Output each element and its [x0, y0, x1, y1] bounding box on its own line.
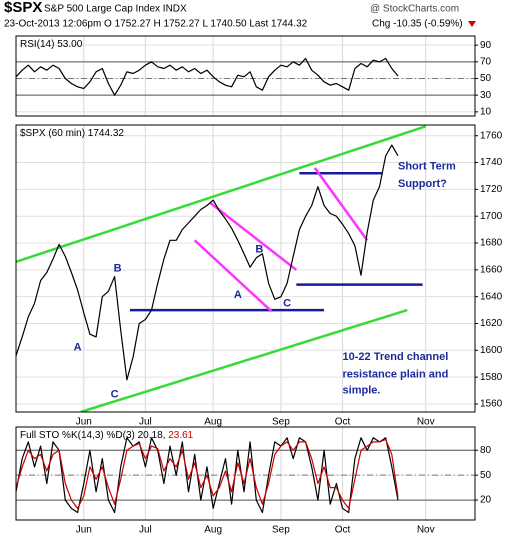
plot-area	[16, 36, 475, 116]
x-tick-label: Jun	[76, 525, 92, 536]
panel-label-text: Full STO %K(14,3) %D(3) 20.18,	[20, 430, 165, 441]
y-tick-label: 50	[480, 73, 492, 84]
y-tick-label: 1700	[480, 211, 503, 222]
x-tick-label: Oct	[335, 417, 351, 428]
annotation: 10-22 Trend channel	[343, 351, 449, 363]
y-tick-label: 1660	[480, 264, 503, 275]
y-tick-label: 1620	[480, 318, 503, 329]
y-tick-label: 50	[480, 470, 492, 481]
y-tick-label: 70	[480, 56, 492, 67]
instrument-name: S&P 500 Large Cap Index INDX	[44, 4, 187, 15]
y-tick-label: 1680	[480, 238, 503, 249]
x-tick-label: Aug	[204, 417, 222, 428]
y-tick-label: 80	[480, 445, 492, 456]
panel-label: RSI(14) 53.00	[20, 39, 83, 50]
y-tick-label: 1560	[480, 399, 503, 410]
panel-label-d: 23.61	[168, 430, 193, 441]
change-down-icon	[468, 21, 476, 27]
annotation: resistance plain and	[343, 368, 449, 380]
plot-area	[16, 125, 475, 412]
y-tick-label: 10	[480, 106, 492, 117]
y-tick-label: 1740	[480, 157, 503, 168]
x-tick-label: Sep	[272, 417, 290, 428]
x-tick-label: Aug	[204, 525, 222, 536]
trend-line	[313, 167, 369, 242]
y-tick-label: 20	[480, 495, 492, 506]
annotation: C	[283, 297, 291, 309]
trend-line	[209, 201, 298, 271]
series-line	[16, 144, 399, 381]
annotation: simple.	[343, 384, 381, 396]
annotation: Short Term	[398, 160, 456, 172]
panel-label: Full STO %K(14,3) %D(3) 20.18, 23.61	[20, 430, 194, 441]
x-tick-label: Jun	[76, 417, 92, 428]
trend-line	[80, 308, 408, 412]
trend-line	[16, 125, 427, 263]
x-tick-label: Sep	[272, 525, 290, 536]
panel-label-text: RSI(14) 53.00	[20, 39, 83, 50]
annotation: C	[111, 388, 119, 400]
panel-frame	[15, 426, 476, 521]
series-line	[16, 57, 399, 96]
x-tick-label: Jul	[139, 417, 152, 428]
panel-background	[16, 125, 475, 412]
y-tick-label: 1720	[480, 184, 503, 195]
trend-line	[193, 239, 273, 313]
quote: 23-Oct-2013 12:06pm O 1752.27 H 1752.27 …	[4, 19, 308, 30]
panel-background	[16, 427, 475, 520]
symbol: $SPX	[4, 0, 42, 16]
annotation: A	[74, 342, 82, 354]
y-tick-label: 1600	[480, 345, 503, 356]
annotation: A	[234, 289, 242, 301]
series-line	[16, 438, 399, 509]
plot-area	[16, 427, 475, 520]
panel-label-text: $SPX (60 min) 1744.32	[20, 128, 124, 139]
panel-frame	[15, 124, 476, 413]
x-tick-label: Nov	[417, 525, 435, 536]
y-tick-label: 1760	[480, 130, 503, 141]
credit: @ StockCharts.com	[370, 4, 459, 15]
series-line	[16, 437, 399, 514]
x-tick-label: Nov	[417, 417, 435, 428]
annotation: Support?	[398, 178, 447, 190]
y-tick-label: 1640	[480, 291, 503, 302]
x-tick-label: Oct	[335, 525, 351, 536]
y-tick-label: 90	[480, 40, 492, 51]
panel-label: $SPX (60 min) 1744.32	[20, 128, 124, 139]
annotation: B	[114, 262, 122, 274]
panel-frame	[15, 35, 476, 117]
y-tick-label: 30	[480, 90, 492, 101]
change: Chg -10.35 (-0.59%)	[372, 19, 463, 30]
annotation: B	[255, 244, 263, 256]
y-tick-label: 1580	[480, 372, 503, 383]
x-tick-label: Jul	[139, 525, 152, 536]
